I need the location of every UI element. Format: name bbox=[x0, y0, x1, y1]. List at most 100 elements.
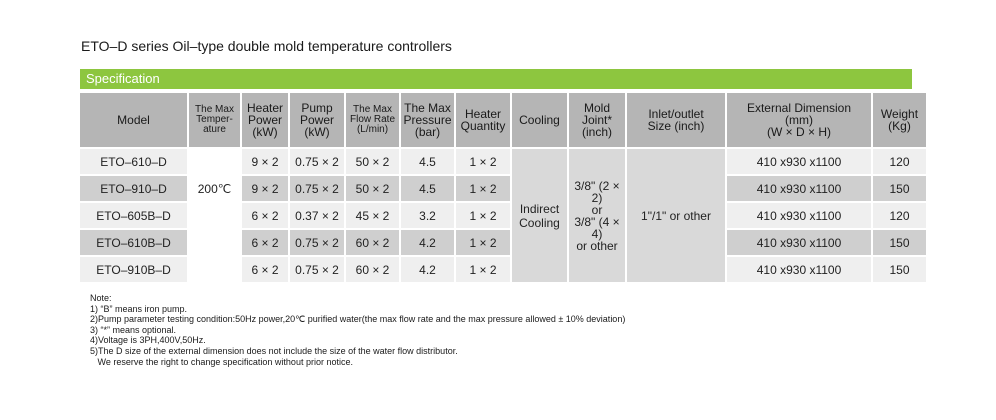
specification-table: Model The Max Temper- ature Heater Power… bbox=[78, 91, 928, 284]
cell-dimension: 410 x930 x1100 bbox=[727, 203, 871, 228]
header-inlet-outlet-line: Inlet/outlet bbox=[648, 107, 704, 121]
cell-pressure: 4.2 bbox=[401, 257, 454, 282]
table-row: ETO–610–D 200℃ 9 × 2 0.75 × 2 50 × 2 4.5… bbox=[80, 149, 926, 282]
header-mold-joint-line: (inch) bbox=[581, 125, 612, 139]
cell-heater-quantity: 1 × 2 bbox=[456, 203, 510, 228]
note-line: 4)Voltage is 3PH,400V,50Hz. bbox=[90, 335, 206, 346]
header-max-flow-rate: The Max Flow Rate (L/min) bbox=[346, 93, 399, 147]
cell-dimension: 410 x930 x1100 bbox=[727, 257, 871, 282]
cell-heater-power: 6 × 2 bbox=[242, 203, 288, 228]
note-line: 3) “*” means optional. bbox=[90, 324, 177, 335]
header-heater-power-line: Power bbox=[247, 113, 282, 127]
notes-block: Note: 1) “B” means iron pump. 2)Pump par… bbox=[90, 293, 625, 367]
header-weight-line: Weight bbox=[880, 107, 919, 121]
note-line: 2)Pump parameter testing condition:50Hz … bbox=[90, 314, 626, 325]
cell-weight: 150 bbox=[873, 176, 926, 201]
cell-weight: 120 bbox=[873, 203, 926, 228]
cell-heater-power: 6 × 2 bbox=[242, 257, 288, 282]
table-row: ETO–910B–D 6 × 2 0.75 × 2 60 × 2 4.2 1 ×… bbox=[80, 257, 926, 282]
cell-flow-rate: 50 × 2 bbox=[346, 176, 399, 201]
cell-inlet-outlet-size: 1"/1" or other bbox=[627, 149, 725, 282]
table-row: ETO–610B–D 6 × 2 0.75 × 2 60 × 2 4.2 1 ×… bbox=[80, 230, 926, 255]
cell-pressure: 4.5 bbox=[401, 176, 454, 201]
header-max-temperature-line: Temper- bbox=[196, 114, 233, 125]
cell-max-temperature-blank bbox=[189, 230, 240, 255]
cell-pump-power: 0.75 × 2 bbox=[290, 149, 344, 174]
cell-heater-power: 9 × 2 bbox=[242, 149, 288, 174]
cell-flow-rate: 50 × 2 bbox=[346, 149, 399, 174]
header-heater-quantity-line: Heater bbox=[464, 107, 502, 121]
cell-weight: 150 bbox=[873, 230, 926, 255]
specification-bar: Specification bbox=[80, 69, 912, 89]
header-weight: Weight (Kg) bbox=[873, 93, 926, 147]
table-header-row: Model The Max Temper- ature Heater Power… bbox=[80, 93, 926, 147]
cell-flow-rate: 60 × 2 bbox=[346, 257, 399, 282]
header-heater-power-line: (kW) bbox=[252, 125, 278, 139]
header-pump-power-line: Pump bbox=[301, 101, 333, 115]
header-external-dimension: External Dimension (mm) (W × D × H) bbox=[727, 93, 871, 147]
note-line: Note: bbox=[90, 293, 112, 303]
cell-flow-rate: 60 × 2 bbox=[346, 230, 399, 255]
cell-mold-joint-line: 3/8" (2 × 2) bbox=[574, 178, 620, 205]
note-line: 1) “B” means iron pump. bbox=[90, 303, 188, 314]
cell-mold-joint: 3/8" (2 × 2) or 3/8" (4 × 4) or other bbox=[569, 149, 625, 282]
cell-pressure: 4.5 bbox=[401, 149, 454, 174]
header-heater-power: Heater Power (kW) bbox=[242, 93, 288, 147]
header-mold-joint-line: Mold bbox=[583, 101, 610, 115]
header-heater-quantity: Heater Quantity bbox=[456, 93, 510, 147]
header-model: Model bbox=[80, 93, 187, 147]
cell-max-temperature-blank bbox=[189, 257, 240, 282]
header-max-temperature-line: The Max bbox=[195, 104, 234, 115]
header-inlet-outlet-line: Size (inch) bbox=[647, 119, 705, 133]
header-max-flow-rate-line: (L/min) bbox=[356, 124, 389, 135]
page-title: ETO–D series Oil–type double mold temper… bbox=[81, 38, 452, 54]
header-external-dimension-line: (W × D × H) bbox=[766, 125, 831, 139]
cell-pressure: 3.2 bbox=[401, 203, 454, 228]
cell-cooling-line: Cooling bbox=[519, 215, 560, 230]
header-inlet-outlet-size: Inlet/outlet Size (inch) bbox=[627, 93, 725, 147]
cell-heater-power: 6 × 2 bbox=[242, 230, 288, 255]
header-pump-power: Pump Power (kW) bbox=[290, 93, 344, 147]
cell-model: ETO–610B–D bbox=[80, 230, 187, 255]
cell-model: ETO–910B–D bbox=[80, 257, 187, 282]
header-max-pressure-line: Pressure bbox=[403, 113, 452, 127]
cell-dimension: 410 x930 x1100 bbox=[727, 176, 871, 201]
cell-mold-joint-line: or other bbox=[576, 238, 618, 253]
cell-pump-power: 0.75 × 2 bbox=[290, 176, 344, 201]
table-row: ETO–605B–D 6 × 2 0.37 × 2 45 × 2 3.2 1 ×… bbox=[80, 203, 926, 228]
cell-mold-joint-line: or bbox=[591, 202, 603, 217]
cell-pump-power: 0.75 × 2 bbox=[290, 230, 344, 255]
cell-pressure: 4.2 bbox=[401, 230, 454, 255]
cell-model: ETO–610–D bbox=[80, 149, 187, 174]
header-pump-power-line: (kW) bbox=[304, 125, 330, 139]
header-external-dimension-line: (mm) bbox=[785, 113, 813, 127]
cell-weight: 150 bbox=[873, 257, 926, 282]
header-max-flow-rate-line: Flow Rate bbox=[349, 114, 395, 125]
header-external-dimension-line: External Dimension bbox=[746, 101, 852, 115]
cell-model: ETO–605B–D bbox=[80, 203, 187, 228]
header-max-temperature: The Max Temper- ature bbox=[189, 93, 240, 147]
cell-pump-power: 0.37 × 2 bbox=[290, 203, 344, 228]
header-max-temperature-line: ature bbox=[203, 124, 226, 135]
header-max-flow-rate-line: The Max bbox=[353, 104, 392, 115]
cell-flow-rate: 45 × 2 bbox=[346, 203, 399, 228]
header-weight-line: (Kg) bbox=[888, 119, 911, 133]
header-max-pressure-line: The Max bbox=[404, 101, 451, 115]
header-heater-power-line: Heater bbox=[246, 101, 284, 115]
header-max-pressure: The Max Pressure (bar) bbox=[401, 93, 454, 147]
cell-model: ETO–910–D bbox=[80, 176, 187, 201]
header-mold-joint-line: Joint* bbox=[581, 113, 613, 127]
note-line: 5)The D size of the external dimension d… bbox=[90, 345, 458, 356]
cell-cooling-line: Indirect bbox=[519, 201, 560, 216]
header-pump-power-line: Power bbox=[299, 113, 334, 127]
cell-heater-quantity: 1 × 2 bbox=[456, 230, 510, 255]
cell-max-temperature: 200℃ bbox=[189, 149, 240, 228]
cell-heater-power: 9 × 2 bbox=[242, 176, 288, 201]
cell-cooling: Indirect Cooling bbox=[512, 149, 567, 282]
header-mold-joint: Mold Joint* (inch) bbox=[569, 93, 625, 147]
table-row: ETO–910–D 9 × 2 0.75 × 2 50 × 2 4.5 1 × … bbox=[80, 176, 926, 201]
header-max-pressure-line: (bar) bbox=[414, 125, 441, 139]
cell-heater-quantity: 1 × 2 bbox=[456, 176, 510, 201]
cell-mold-joint-line: 3/8" (4 × 4) bbox=[574, 214, 620, 241]
cell-dimension: 410 x930 x1100 bbox=[727, 149, 871, 174]
